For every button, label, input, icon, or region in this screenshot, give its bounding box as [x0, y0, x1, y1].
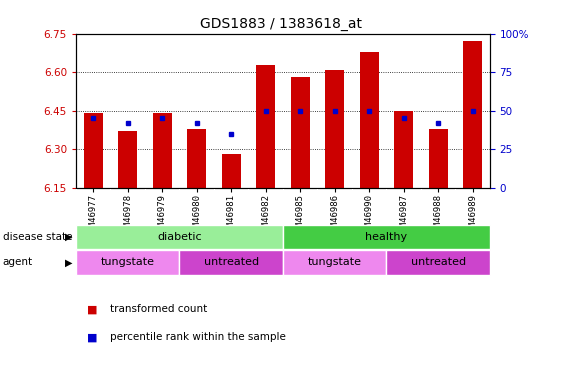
Text: ▶: ▶	[65, 232, 73, 242]
Text: tungstate: tungstate	[307, 257, 361, 267]
Text: GSM46978: GSM46978	[123, 194, 132, 237]
Text: disease state: disease state	[3, 232, 72, 242]
Text: transformed count: transformed count	[110, 304, 207, 314]
Bar	[394, 111, 413, 188]
Text: healthy: healthy	[365, 232, 408, 242]
Text: untreated: untreated	[204, 257, 259, 267]
Text: untreated: untreated	[410, 257, 466, 267]
Bar	[118, 131, 137, 188]
Bar	[76, 250, 180, 274]
Text: ■: ■	[87, 304, 98, 314]
Bar	[283, 225, 490, 249]
Text: GSM46987: GSM46987	[399, 194, 408, 237]
Bar	[360, 52, 378, 188]
Bar	[283, 250, 386, 274]
Bar	[222, 154, 240, 188]
Bar	[153, 113, 172, 188]
Text: GSM46982: GSM46982	[261, 194, 270, 237]
Text: ■: ■	[87, 333, 98, 342]
Bar	[256, 64, 275, 188]
Text: GSM46985: GSM46985	[296, 194, 305, 237]
Text: percentile rank within the sample: percentile rank within the sample	[110, 333, 285, 342]
Text: GSM46986: GSM46986	[330, 194, 339, 237]
Text: agent: agent	[3, 257, 33, 267]
Text: GSM46977: GSM46977	[89, 194, 98, 237]
Bar	[325, 70, 344, 188]
Bar	[463, 42, 482, 188]
Text: GSM46980: GSM46980	[192, 194, 201, 237]
Text: GSM46989: GSM46989	[468, 194, 477, 237]
Bar	[84, 113, 102, 188]
Text: GSM46988: GSM46988	[434, 194, 443, 237]
Text: GDS1883 / 1383618_at: GDS1883 / 1383618_at	[200, 17, 363, 31]
Text: diabetic: diabetic	[157, 232, 202, 242]
Bar	[291, 77, 310, 188]
Text: GSM46979: GSM46979	[158, 194, 167, 237]
Text: GSM46990: GSM46990	[365, 194, 374, 237]
Text: ▶: ▶	[65, 257, 73, 267]
Bar	[386, 250, 490, 274]
Text: tungstate: tungstate	[101, 257, 155, 267]
Bar	[428, 129, 448, 188]
Bar	[76, 225, 283, 249]
Text: GSM46981: GSM46981	[227, 194, 236, 237]
Bar	[187, 129, 206, 188]
Bar	[180, 250, 283, 274]
